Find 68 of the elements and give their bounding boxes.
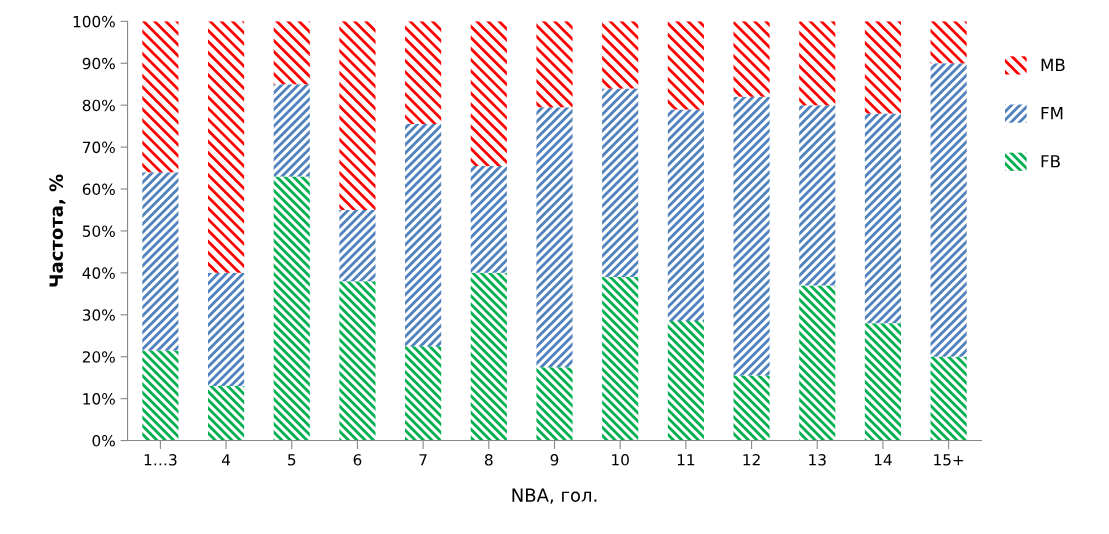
bar [602, 88, 639, 278]
bar [405, 21, 442, 125]
bar [273, 84, 310, 177]
x-tick-label: 1…3 [144, 454, 177, 466]
x-tick-label: 5 [288, 454, 296, 466]
bar [339, 281, 376, 441]
legend-label: MB [1041, 58, 1065, 71]
bar [667, 21, 704, 110]
bar [339, 210, 376, 282]
y-tick-label: 100% [73, 15, 115, 28]
y-tick-label: 30% [82, 309, 115, 321]
x-tick-label: 11 [677, 454, 695, 466]
legend-label: FM [1041, 107, 1063, 120]
bar [273, 176, 310, 441]
bar [470, 21, 507, 166]
bar [208, 21, 245, 273]
bar [208, 386, 245, 441]
bar [536, 21, 573, 108]
bar [602, 21, 639, 89]
x-tick-label: 15+ [934, 454, 964, 466]
bar [864, 323, 901, 441]
x-tick-label: 9 [550, 454, 559, 466]
y-tick-label: 0% [92, 435, 115, 447]
bar [733, 21, 770, 97]
bar [799, 21, 836, 106]
bar [799, 105, 836, 286]
bar [602, 277, 639, 441]
bar [930, 63, 967, 357]
bar [864, 113, 901, 324]
x-tick-label: 7 [419, 454, 427, 466]
y-tick-label: 60% [82, 183, 115, 196]
bar [208, 272, 245, 387]
bar [405, 346, 442, 441]
bar [142, 350, 179, 441]
x-axis-title: NBA, гол. [512, 488, 597, 504]
bar [273, 21, 310, 85]
bar [536, 367, 573, 441]
y-tick-label: 80% [82, 99, 115, 112]
bar [733, 96, 770, 376]
y-tick-label: 70% [83, 141, 115, 154]
bar [864, 21, 901, 114]
bar [339, 21, 376, 210]
bar [470, 272, 507, 441]
y-tick-label: 50% [82, 225, 115, 237]
bar [536, 107, 573, 368]
x-tick-label: 8 [484, 454, 493, 466]
bar [667, 109, 704, 322]
bar [930, 21, 967, 64]
bar [733, 375, 770, 441]
y-tick-label: 20% [82, 351, 115, 363]
y-tick-label: 40% [82, 267, 115, 279]
bar [142, 172, 179, 351]
x-tick-label: 10 [612, 454, 629, 466]
x-tick-label: 13 [809, 454, 826, 466]
bar [470, 165, 507, 273]
y-tick-label: 10% [83, 393, 115, 405]
x-tick-label: 6 [353, 454, 362, 466]
y-axis-title: Частота, % [49, 174, 66, 287]
x-tick-label: 14 [874, 454, 892, 466]
bar [142, 21, 179, 173]
x-tick-label: 12 [743, 454, 760, 466]
bar [405, 124, 442, 347]
bar [930, 356, 967, 441]
y-tick-label: 90% [82, 57, 115, 70]
bar [799, 285, 836, 441]
x-tick-label: 4 [221, 454, 231, 466]
bar [667, 321, 704, 441]
legend-label: FB [1041, 155, 1060, 168]
